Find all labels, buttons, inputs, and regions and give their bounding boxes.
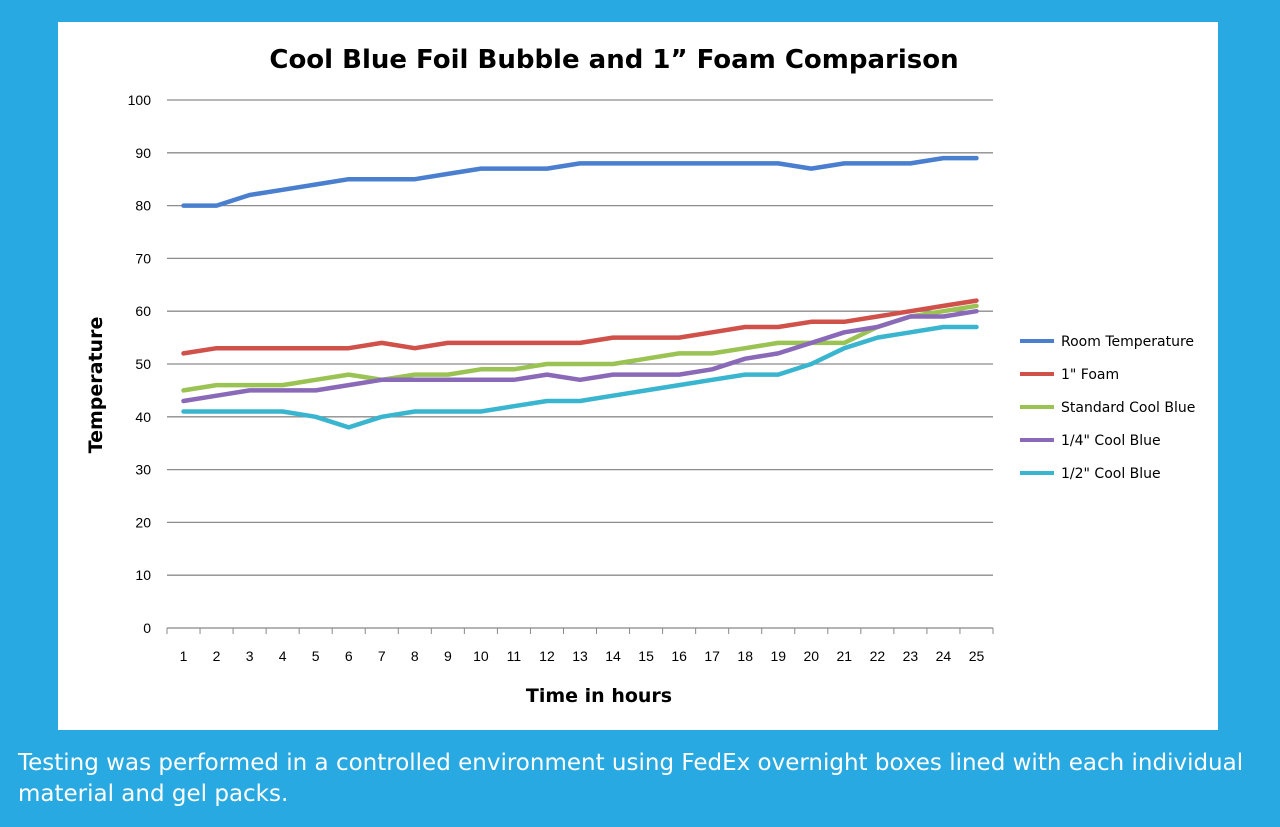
x-tick-label-21: 21: [837, 648, 853, 664]
y-tick-label-60: 60: [135, 303, 151, 319]
x-tick-label-16: 16: [671, 648, 687, 664]
y-axis-ticks: 0 10 20 30 40 50 60 70 80 90 100: [128, 92, 152, 636]
x-tick-label-14: 14: [605, 648, 621, 664]
y-tick-label-100: 100: [128, 92, 152, 108]
line-chart: Cool Blue Foil Bubble and 1” Foam Compar…: [85, 45, 1195, 707]
x-tick-label-25: 25: [969, 648, 985, 664]
x-tick-label-24: 24: [936, 648, 952, 664]
series-line-4: [181, 324, 979, 430]
x-axis: 1 2 3 4 5 6 7 8 9 10 11 12 13 14 15 16 17 18 19 20 21 22 23 24 2…: [166, 628, 994, 664]
x-tick-label-18: 18: [737, 648, 753, 664]
chart-title: Cool Blue Foil Bubble and 1” Foam Compar…: [269, 45, 958, 75]
x-tick-label-15: 15: [638, 648, 654, 664]
legend: Room Temperature 1" Foam Standard Cool Blu…: [1020, 334, 1195, 482]
series-line-0: [181, 155, 979, 208]
y-tick-label-10: 10: [135, 567, 151, 583]
x-tick-label-13: 13: [572, 648, 588, 664]
x-tick-label-2: 2: [213, 648, 221, 664]
y-tick-label-80: 80: [135, 198, 151, 214]
y-tick-label-70: 70: [135, 250, 151, 266]
x-tick-label-3: 3: [246, 648, 254, 664]
series-line-1: [181, 298, 979, 356]
series-line-2: [181, 303, 979, 393]
x-tick-label-1: 1: [180, 648, 188, 664]
x-tick-label-8: 8: [411, 648, 419, 664]
legend-label-2: Standard Cool Blue: [1061, 400, 1195, 416]
x-tick-label-12: 12: [539, 648, 555, 664]
y-tick-label-20: 20: [135, 514, 151, 530]
x-tick-label-17: 17: [704, 648, 720, 664]
x-tick-label-6: 6: [345, 648, 353, 664]
x-tick-label-7: 7: [378, 648, 386, 664]
x-tick-label-5: 5: [312, 648, 320, 664]
legend-label-1: 1" Foam: [1061, 367, 1119, 383]
x-tick-label-20: 20: [803, 648, 819, 664]
y-tick-label-40: 40: [135, 409, 151, 425]
y-axis-label: Temperature: [85, 317, 107, 454]
legend-label-4: 1/2" Cool Blue: [1061, 466, 1161, 482]
x-tick-label-9: 9: [444, 648, 452, 664]
chart-panel: Cool Blue Foil Bubble and 1” Foam Compar…: [58, 22, 1218, 730]
legend-label-0: Room Temperature: [1061, 334, 1194, 350]
x-tick-label-19: 19: [770, 648, 786, 664]
y-tick-label-50: 50: [135, 356, 151, 372]
y-tick-label-90: 90: [135, 145, 151, 161]
series-line-3: [181, 308, 979, 404]
x-tick-label-11: 11: [507, 648, 522, 664]
x-tick-label-10: 10: [473, 648, 489, 664]
x-tick-label-22: 22: [870, 648, 886, 664]
caption-text: Testing was performed in a controlled en…: [18, 750, 1244, 807]
x-axis-label: Time in hours: [526, 685, 672, 707]
y-tick-label-0: 0: [143, 620, 151, 636]
legend-label-3: 1/4" Cool Blue: [1061, 433, 1161, 449]
x-tick-label-23: 23: [903, 648, 919, 664]
x-tick-label-4: 4: [279, 648, 287, 664]
series-lines: [181, 155, 979, 430]
y-tick-label-30: 30: [135, 462, 151, 478]
